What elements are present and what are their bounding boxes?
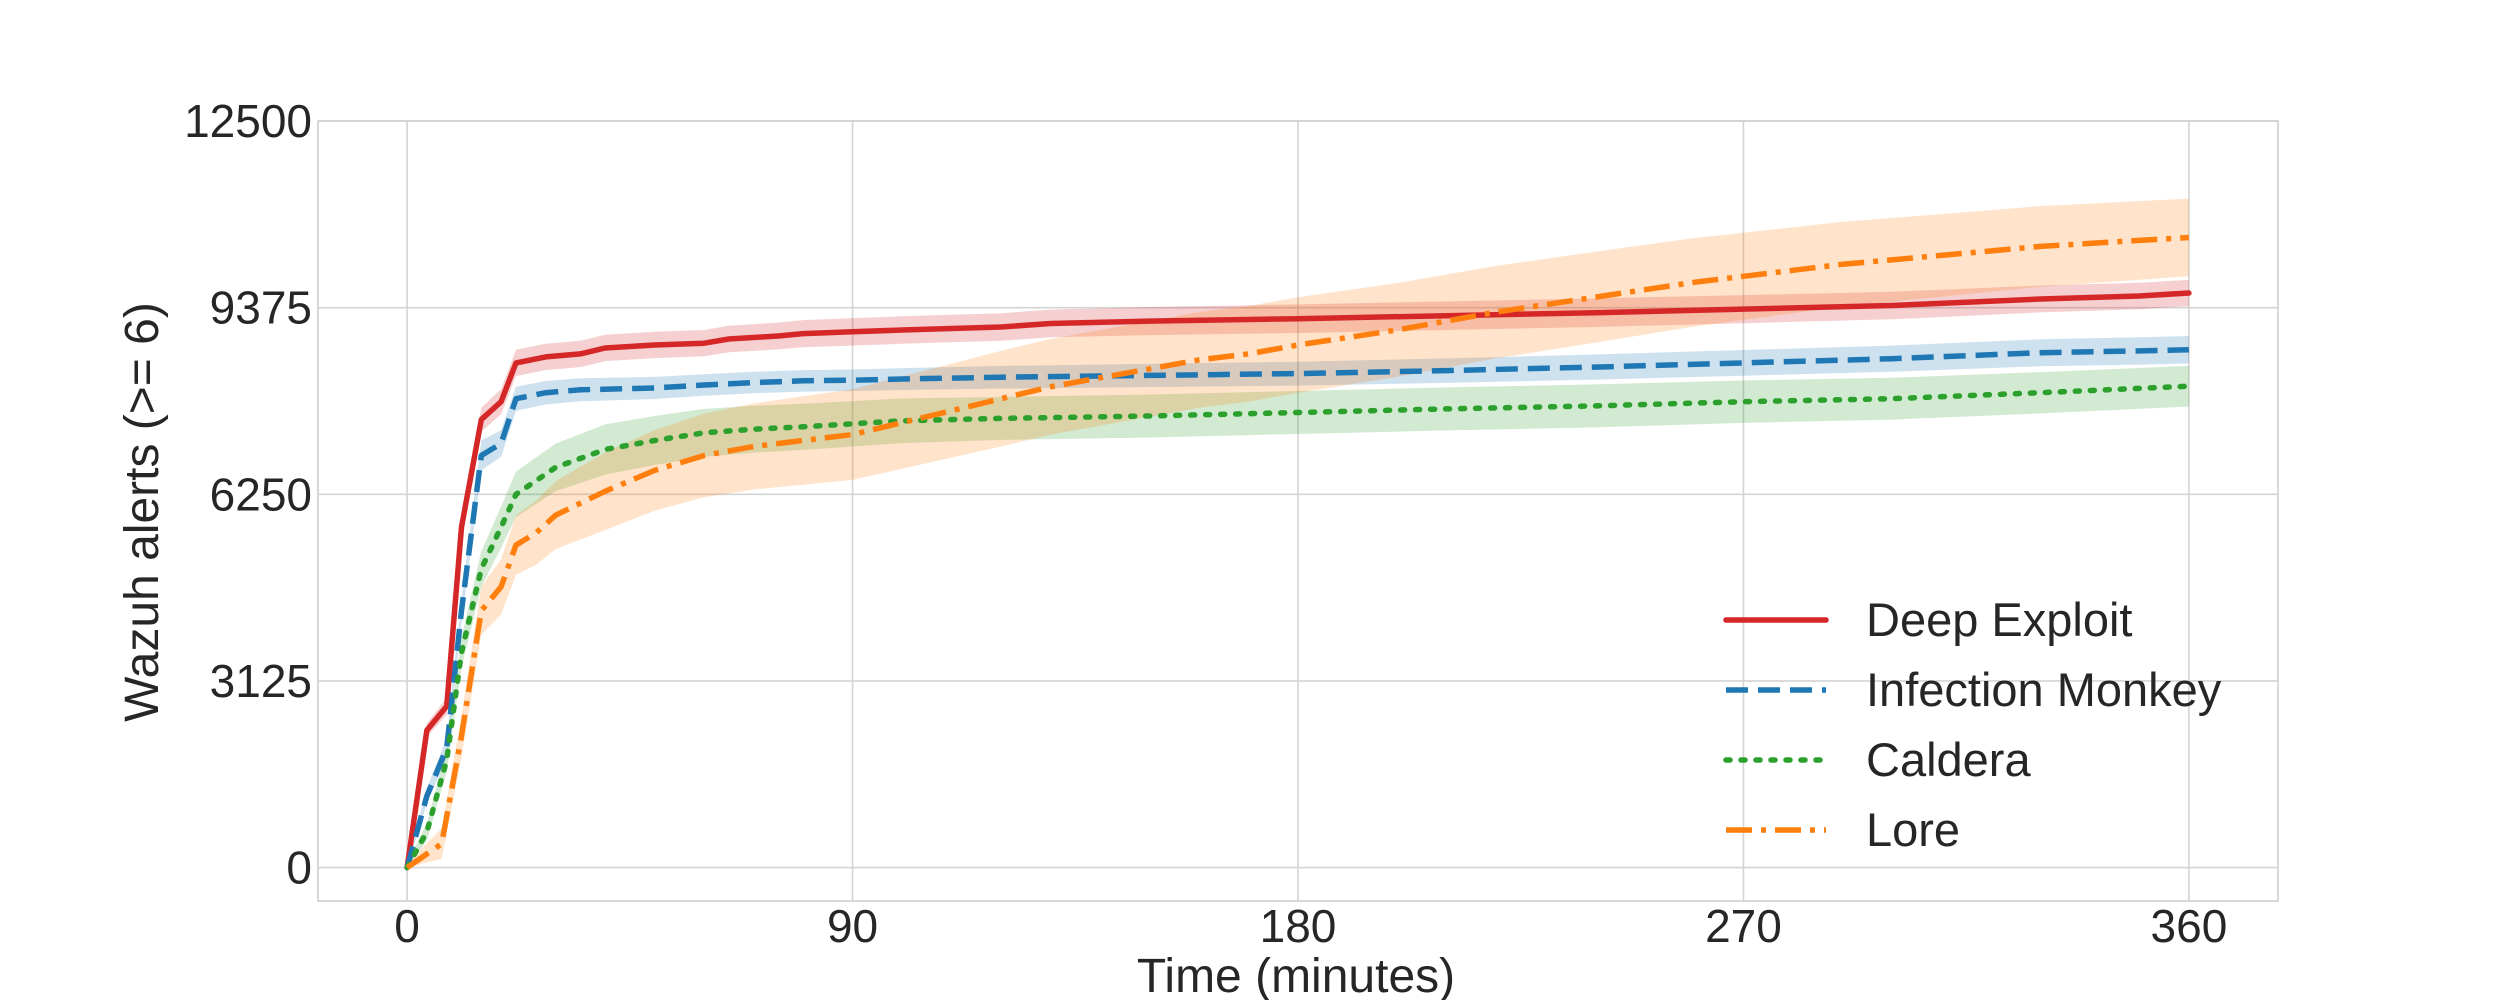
legend-item-infection-monkey: Infection Monkey xyxy=(1726,663,2222,716)
x-tick-label: 90 xyxy=(827,900,878,952)
line-deep-exploit xyxy=(404,290,2192,871)
legend: Deep Exploit Infection Monkey Caldera Lore xyxy=(1723,593,2222,856)
y-tick-label: 6250 xyxy=(210,468,312,520)
line-lore xyxy=(405,234,2190,870)
axes-frame xyxy=(317,120,2279,902)
legend-item-lore: Lore xyxy=(1726,803,1960,856)
x-tick-label: 0 xyxy=(394,900,420,952)
y-tick-label: 12500 xyxy=(184,95,312,147)
legend-label: Deep Exploit xyxy=(1866,593,2133,646)
legend-label: Lore xyxy=(1866,803,1960,856)
x-tick-labels: 0 90 180 270 360 xyxy=(394,900,2227,952)
x-tick-label: 270 xyxy=(1705,900,1782,952)
legend-item-caldera: Caldera xyxy=(1723,733,2031,786)
y-axis-title: Wazuh alerts (>= 6) xyxy=(116,302,169,722)
legend-label: Caldera xyxy=(1866,733,2031,786)
line-infection-monkey xyxy=(404,346,2189,869)
series-lines xyxy=(404,234,2192,871)
y-tick-labels: 0 3125 6250 9375 12500 xyxy=(184,95,312,894)
legend-item-deep-exploit: Deep Exploit xyxy=(1723,593,2133,646)
y-tick-label: 0 xyxy=(286,842,312,894)
legend-label: Infection Monkey xyxy=(1866,663,2222,716)
x-axis-title: Time (minutes) xyxy=(1137,950,1455,1000)
x-tick-label: 360 xyxy=(2151,900,2228,952)
y-tick-label: 9375 xyxy=(210,282,312,334)
y-tick-label: 3125 xyxy=(210,655,312,707)
band-lore xyxy=(407,198,2189,868)
x-tick-label: 180 xyxy=(1260,900,1337,952)
